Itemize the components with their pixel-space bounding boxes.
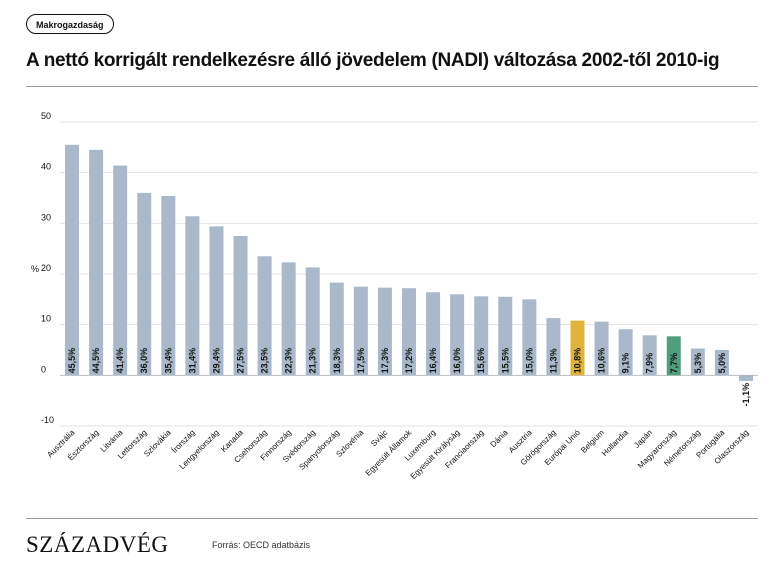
y-axis-label: % bbox=[31, 264, 39, 274]
bar-chart: 50 40 30 20 10 0 -10 % 45,5% 44,5% 41,4% 36,0% 35,… bbox=[0, 0, 773, 520]
x-tick-label: Dánia bbox=[489, 428, 511, 450]
x-tick-label: Hollandia bbox=[600, 428, 630, 458]
data-label: 18,3% bbox=[332, 348, 342, 374]
data-label: 10,8% bbox=[572, 348, 582, 374]
data-label: 7,7% bbox=[669, 353, 679, 374]
data-label: 31,4% bbox=[187, 348, 197, 374]
data-label: 17,5% bbox=[356, 348, 366, 374]
bar bbox=[113, 166, 127, 376]
data-label: 11,3% bbox=[548, 348, 558, 373]
y-axis: 50 40 30 20 10 0 -10 bbox=[41, 111, 54, 425]
data-label: 16,0% bbox=[452, 348, 462, 374]
data-label: 15,5% bbox=[500, 348, 510, 374]
data-label: 9,1% bbox=[621, 353, 631, 374]
data-label: 5,3% bbox=[693, 353, 703, 374]
data-label: 29,4% bbox=[211, 348, 221, 374]
data-label: 7,9% bbox=[645, 353, 655, 374]
data-label: 41,4% bbox=[115, 348, 125, 374]
x-axis-labels: AusztráliaÉsztországLitvániaLettországSz… bbox=[45, 427, 750, 481]
data-label: 21,3% bbox=[308, 348, 318, 374]
data-label: 16,4% bbox=[428, 348, 438, 374]
y-tick-label: 40 bbox=[41, 162, 51, 172]
bars bbox=[65, 145, 753, 381]
source-note: Forrás: OECD adatbázis bbox=[212, 540, 310, 550]
publisher-logo: SZÁZADVÉG bbox=[26, 532, 169, 558]
data-label: 15,6% bbox=[476, 348, 486, 374]
data-label: 35,4% bbox=[163, 348, 173, 374]
data-label: 44,5% bbox=[91, 348, 101, 374]
data-label: -1,1% bbox=[741, 383, 751, 407]
x-tick-label: Szlovákia bbox=[142, 428, 173, 459]
y-tick-label: 50 bbox=[41, 111, 51, 121]
data-label: 22,3% bbox=[284, 348, 294, 374]
bar bbox=[739, 375, 753, 381]
data-label: 27,5% bbox=[236, 348, 246, 374]
value-labels: 45,5% 44,5% 41,4% 36,0% 35,4% 31,4% 29,4% 27,5%… bbox=[67, 348, 751, 407]
data-label: 17,3% bbox=[380, 348, 390, 374]
data-label: 17,2% bbox=[404, 348, 414, 374]
data-label: 5,0% bbox=[717, 353, 727, 374]
y-tick-label: 30 bbox=[41, 212, 51, 222]
data-label: 15,0% bbox=[524, 348, 534, 374]
y-tick-label: 20 bbox=[41, 263, 51, 273]
y-tick-label: -10 bbox=[41, 415, 54, 425]
data-label: 10,6% bbox=[597, 348, 607, 374]
data-label: 23,5% bbox=[260, 348, 270, 374]
data-label: 45,5% bbox=[67, 348, 77, 374]
bar bbox=[89, 150, 103, 375]
x-tick-label: Svájc bbox=[369, 428, 389, 448]
y-tick-label: 0 bbox=[41, 364, 46, 374]
bar bbox=[65, 145, 79, 376]
bottom-divider bbox=[26, 518, 758, 519]
y-tick-label: 10 bbox=[41, 314, 51, 324]
data-label: 36,0% bbox=[139, 348, 149, 374]
x-tick-label: Japán bbox=[632, 428, 654, 450]
